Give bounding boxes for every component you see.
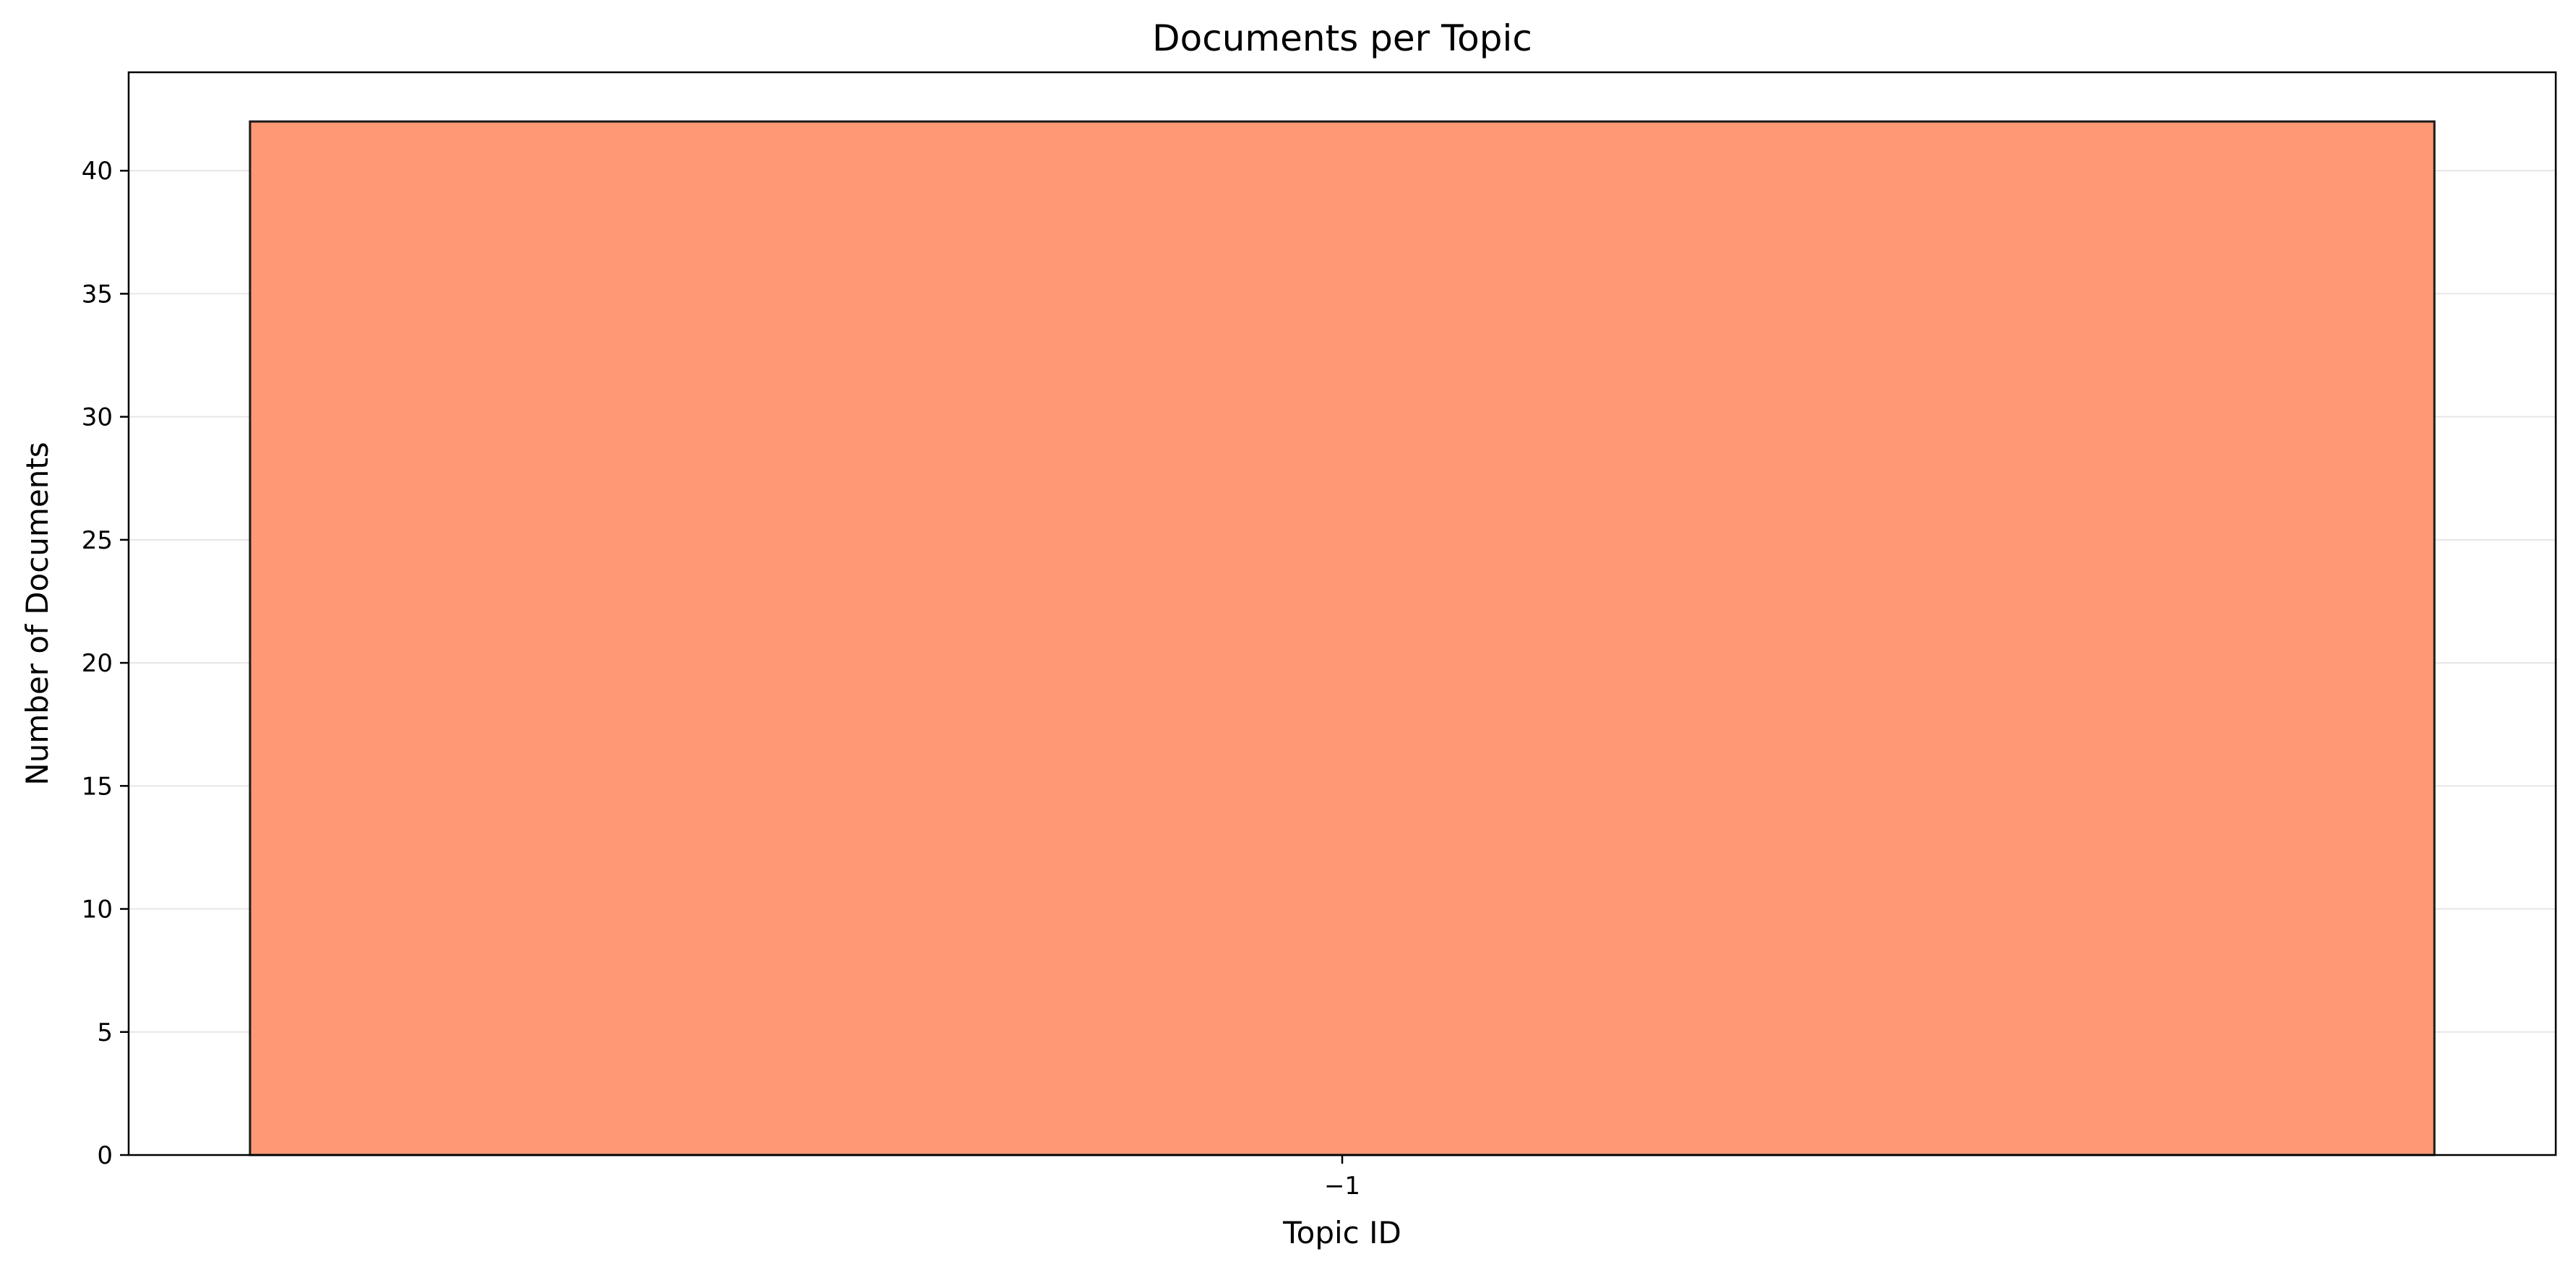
bar (249, 120, 2436, 1156)
bars (249, 120, 2436, 1156)
y-tick-label: 0 (97, 1141, 113, 1170)
y-tick-label: 35 (82, 280, 113, 309)
y-tick-label: 10 (82, 896, 113, 924)
y-tick-label: 20 (82, 649, 113, 678)
y-tick-label: 30 (82, 403, 113, 432)
y-tick-label: 40 (82, 157, 113, 186)
y-tick-label: 15 (82, 772, 113, 801)
x-tick-label: −1 (1324, 1172, 1360, 1201)
y-axis-title: Number of Documents (20, 442, 55, 785)
y-tick-label: 5 (97, 1018, 113, 1047)
y-axis-ticks: 0 5 10 15 20 25 30 35 40 (82, 157, 129, 1170)
x-axis-title: Topic ID (1282, 1215, 1401, 1250)
x-axis-ticks: −1 (1324, 1155, 1360, 1201)
y-tick-label: 25 (82, 526, 113, 555)
chart-title: Documents per Topic (1152, 17, 1532, 59)
